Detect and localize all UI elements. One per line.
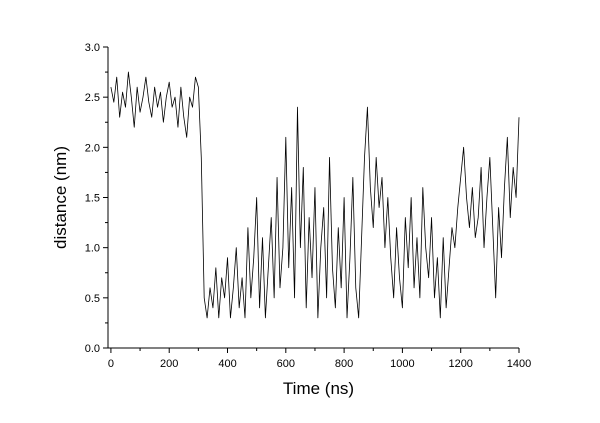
x-tick-label: 0 <box>108 358 114 370</box>
x-tick-label: 1200 <box>448 358 472 370</box>
y-tick-label: 1.5 <box>85 193 100 205</box>
x-tick-label: 600 <box>277 358 295 370</box>
x-tick-label: 400 <box>218 358 236 370</box>
y-tick-label: 1.0 <box>85 243 100 255</box>
y-tick-label: 2.5 <box>85 92 100 104</box>
y-axis-title: distance (nm) <box>51 146 70 249</box>
y-tick-label: 0.0 <box>85 343 100 355</box>
x-tick-label: 1000 <box>390 358 414 370</box>
y-tick-label: 2.0 <box>85 142 100 154</box>
x-tick-label: 800 <box>335 358 353 370</box>
x-tick-label: 1400 <box>507 358 531 370</box>
x-axis-title: Time (ns) <box>283 379 354 398</box>
series-line <box>110 71 520 319</box>
y-tick-label: 0.5 <box>85 293 100 305</box>
y-tick-label: 3.0 <box>85 42 100 54</box>
x-tick-label: 200 <box>160 358 178 370</box>
